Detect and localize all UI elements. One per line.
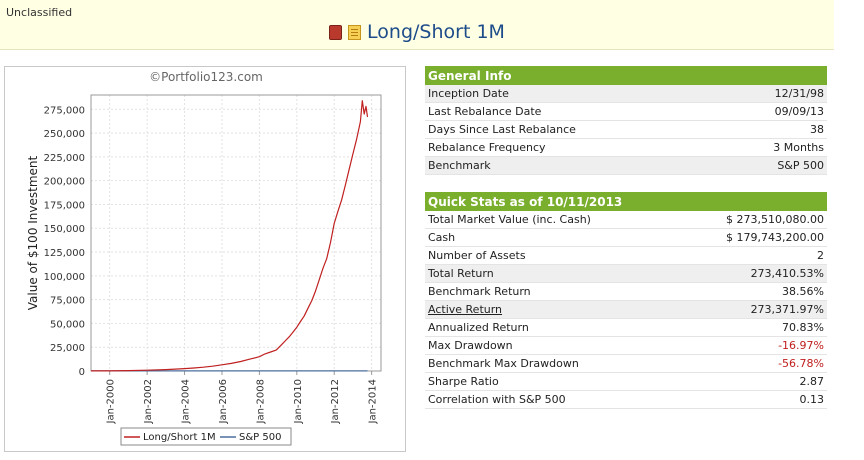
y-tick-label: 225,000 [44,153,85,164]
performance-chart: 0 25,000 50,000 75,000 100,000 125,000 150,000… [26,94,382,446]
y-axis-label: Value of $100 Investment [26,155,40,310]
book-icon[interactable] [329,24,343,40]
row-value: 0.13 [673,390,827,409]
row-value: 38.56% [673,282,827,301]
y-tick-label: 0 [79,367,85,378]
chart-legend: Long/Short 1M S&P 500 [120,427,292,446]
row-label: Annualized Return [425,318,674,337]
row-value: -56.78% [673,354,827,373]
y-tick-label: 25,000 [50,343,85,354]
row-label: Inception Date [425,85,719,103]
classification-label: Unclassified [6,6,73,19]
table-row: Inception Date 12/31/98 [425,85,827,103]
table-row: Max Drawdown -16.97% [425,336,827,355]
quick-stats-heading: Quick Stats as of 10/11/2013 [425,192,827,211]
row-label: Total Return [425,264,674,283]
y-tick-label: 250,000 [44,129,85,140]
table-row: Benchmark Max Drawdown -56.78% [425,354,827,373]
row-label: Correlation with S&P 500 [425,390,674,409]
row-label: Number of Assets [425,246,674,265]
row-label: Last Rebalance Date [425,102,719,121]
row-value: 3 Months [718,138,827,157]
active-return-link[interactable]: Active Return [428,303,503,316]
table-row: Days Since Last Rebalance 38 [425,120,827,139]
x-tick-label: Jan-2006 [218,379,229,424]
row-value: 70.83% [673,318,827,337]
table-row: Total Market Value (inc. Cash) $ 273,510,… [425,211,827,229]
chart-watermark: ©Portfolio123.com [149,70,263,84]
y-tick-label: 275,000 [44,105,85,116]
row-label: Cash [425,228,674,247]
y-tick-label: 200,000 [44,177,85,188]
table-row: Sharpe Ratio 2.87 [425,372,827,391]
table-row: Number of Assets 2 [425,246,827,265]
row-value: S&P 500 [718,156,827,175]
table-row: Benchmark Return 38.56% [425,282,827,301]
row-label: Rebalance Frequency [425,138,719,157]
row-value: 2 [673,246,827,265]
x-tick-label: Jan-2010 [293,379,304,424]
title-row: Long/Short 1M [0,21,834,43]
table-row: Last Rebalance Date 09/09/13 [425,102,827,121]
general-info-table: General Info Inception Date 12/31/98 Last… [425,66,827,175]
table-row: Active Return 273,371.97% [425,300,827,319]
x-tick-label: Jan-2014 [368,379,379,424]
row-value: $ 273,510,080.00 [673,211,827,229]
plot-area [90,94,382,372]
page-title: Long/Short 1M [367,21,505,43]
y-tick-label: 50,000 [50,319,85,330]
row-value: 273,410.53% [673,264,827,283]
table-row: Total Return 273,410.53% [425,264,827,283]
row-value: 09/09/13 [718,102,827,121]
x-tick-label: Jan-2008 [255,379,266,424]
y-tick-label: 125,000 [44,248,85,259]
row-value: 2.87 [673,372,827,391]
notepad-icon[interactable] [348,24,362,40]
table-row: Rebalance Frequency 3 Months [425,138,827,157]
row-label: Days Since Last Rebalance [425,120,719,139]
row-value: 38 [718,120,827,139]
y-tick-label: 75,000 [50,296,85,307]
y-tick-label: 150,000 [44,224,85,235]
row-value: $ 179,743,200.00 [673,228,827,247]
legend-label-long-short: Long/Short 1M [143,432,216,443]
y-tick-label: 100,000 [44,272,85,283]
header-bar: Unclassified Long/Short 1M [0,0,834,50]
series-line-long-short [91,100,369,372]
x-tick-label: Jan-2004 [181,379,192,424]
row-label: Max Drawdown [425,336,674,355]
row-label: Benchmark Max Drawdown [425,354,674,373]
row-label: Total Market Value (inc. Cash) [425,211,674,229]
x-tick-label: Jan-2012 [330,379,341,424]
table-row: Correlation with S&P 500 0.13 [425,390,827,409]
legend-label-sp500: S&P 500 [239,432,281,443]
table-row: Annualized Return 70.83% [425,318,827,337]
row-label: Sharpe Ratio [425,372,674,391]
chart-panel: ©Portfolio123.com 0 25,000 50,000 75,000 100… [4,66,406,452]
y-tick-label: 175,000 [44,200,85,211]
row-value: -16.97% [673,336,827,355]
row-value: 12/31/98 [718,85,827,103]
x-tick-label: Jan-2000 [106,379,117,424]
x-tick-label: Jan-2002 [143,379,154,424]
row-label: Benchmark Return [425,282,674,301]
general-info-heading: General Info [425,66,827,85]
row-label: Benchmark [425,156,719,175]
table-row: Cash $ 179,743,200.00 [425,228,827,247]
quick-stats-table: Quick Stats as of 10/11/2013 Total Marke… [425,192,827,409]
row-label: Active Return [425,300,674,319]
table-row: Benchmark S&P 500 [425,156,827,175]
row-value: 273,371.97% [673,300,827,319]
